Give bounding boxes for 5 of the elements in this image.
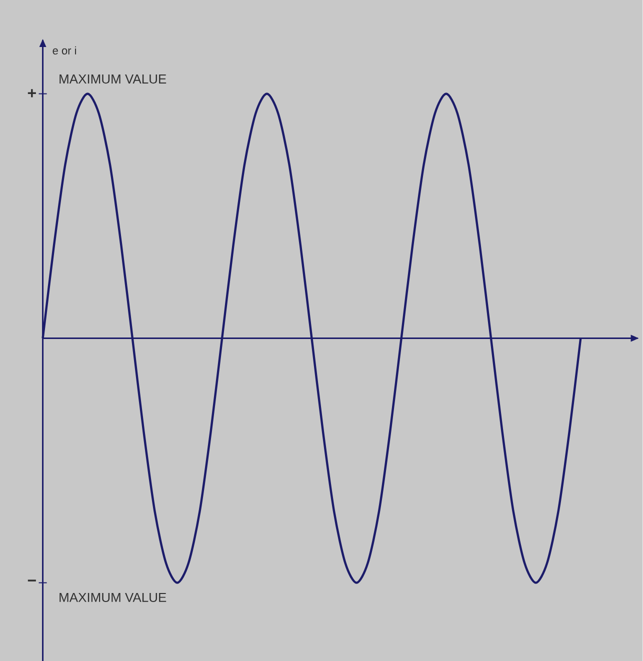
text: MAXIMUM VALUE: [60, 592, 166, 602]
text: +: [28, 89, 36, 98]
y-axis-title: e or i: [52, 46, 76, 54]
text: MAXIMUM VALUE: [60, 74, 166, 84]
text: −: [28, 580, 36, 582]
